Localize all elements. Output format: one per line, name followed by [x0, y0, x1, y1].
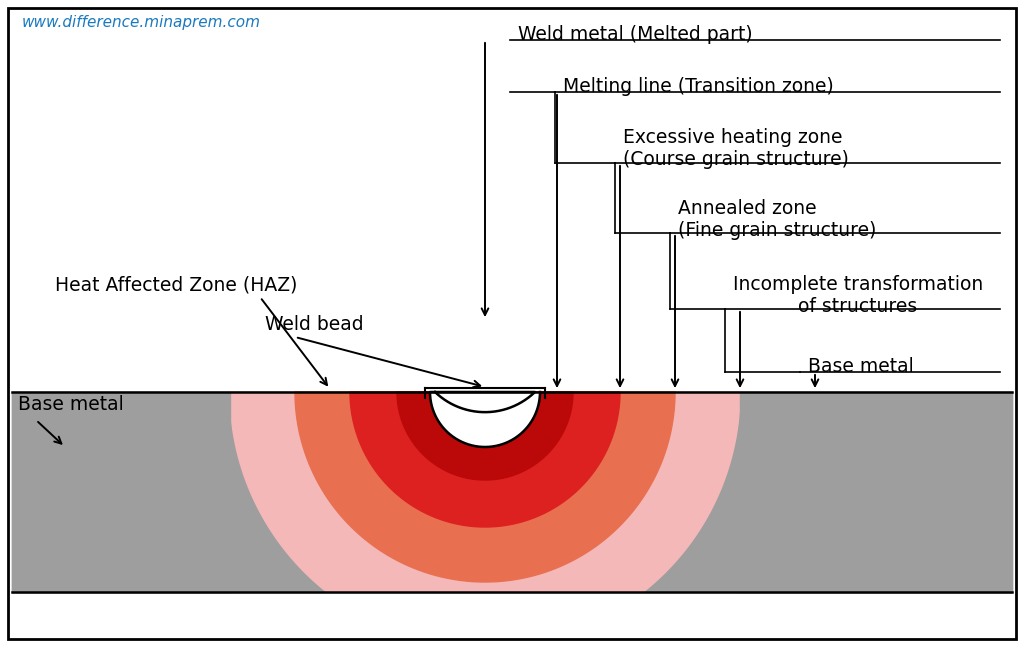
Polygon shape [12, 392, 230, 592]
Polygon shape [350, 392, 620, 527]
Text: Base metal: Base metal [808, 358, 913, 377]
Text: Excessive heating zone
(Course grain structure): Excessive heating zone (Course grain str… [623, 129, 849, 170]
Polygon shape [295, 392, 675, 582]
Text: Melting line (Transition zone): Melting line (Transition zone) [563, 78, 834, 96]
Text: Weld metal (Melted part): Weld metal (Melted part) [518, 25, 753, 45]
Text: www.difference.minaprem.com: www.difference.minaprem.com [22, 16, 261, 30]
Text: Heat Affected Zone (HAZ): Heat Affected Zone (HAZ) [55, 276, 297, 294]
Polygon shape [230, 392, 740, 592]
Text: Annealed zone
(Fine grain structure): Annealed zone (Fine grain structure) [678, 199, 877, 239]
Text: Base metal: Base metal [18, 395, 124, 415]
Polygon shape [12, 392, 1012, 592]
Text: Incomplete transformation
of structures: Incomplete transformation of structures [733, 274, 983, 316]
Polygon shape [740, 392, 1012, 592]
Text: Weld bead: Weld bead [265, 316, 364, 334]
Polygon shape [430, 392, 540, 447]
Polygon shape [397, 392, 573, 480]
